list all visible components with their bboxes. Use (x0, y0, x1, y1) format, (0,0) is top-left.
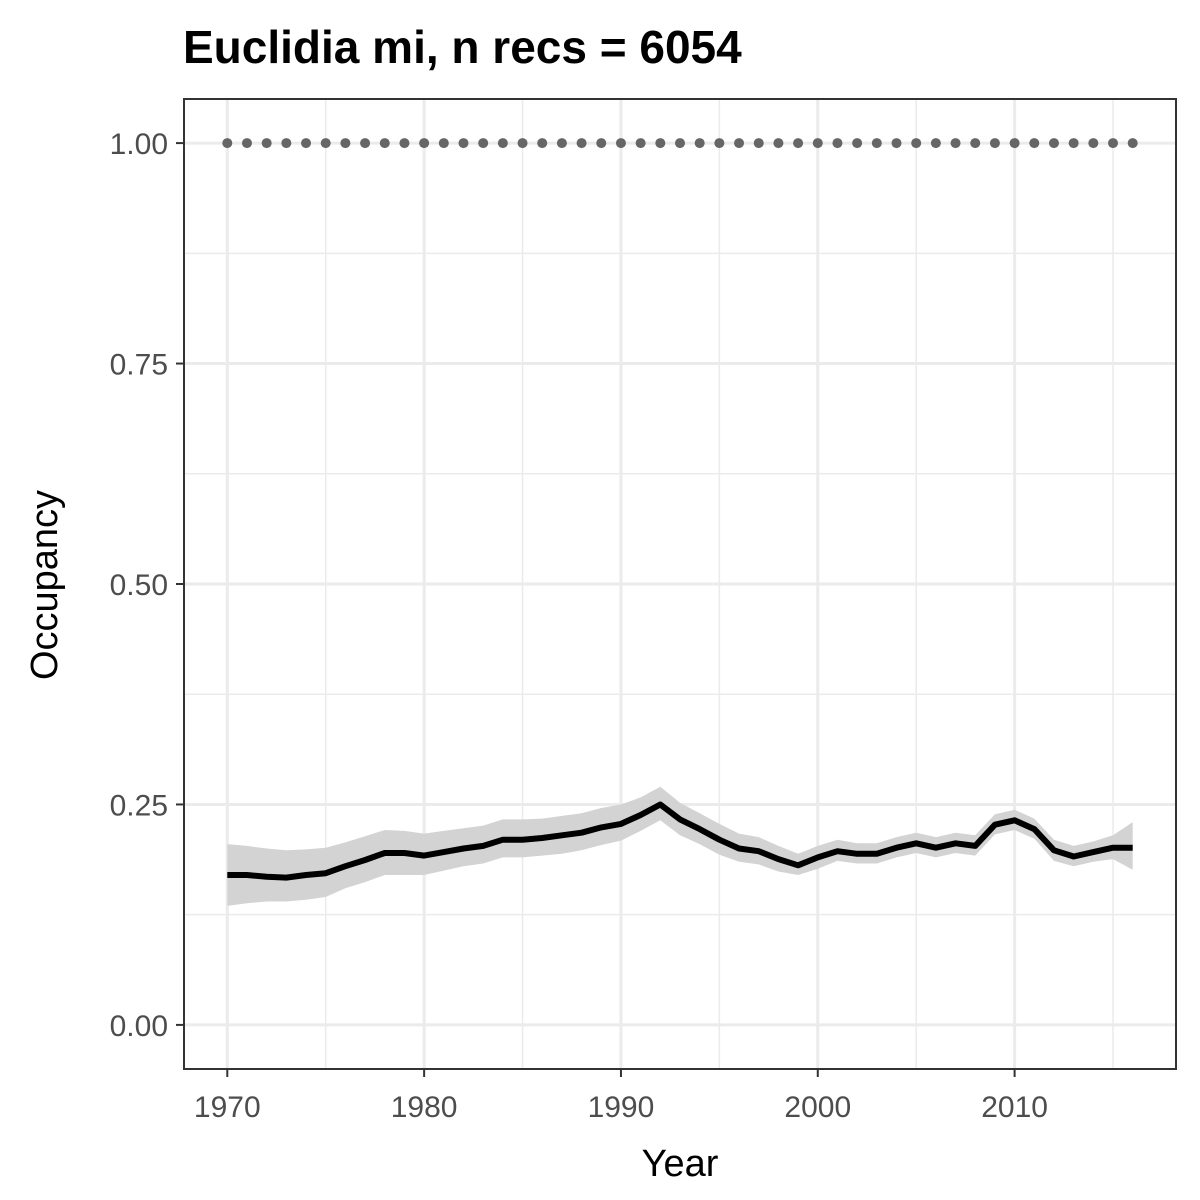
reference-point (399, 138, 410, 149)
reference-point (734, 138, 745, 149)
reference-point (655, 138, 666, 149)
reference-point (497, 138, 508, 149)
reference-point (379, 138, 390, 149)
reference-point (930, 138, 941, 149)
y-tick-label: 0.00 (110, 1010, 168, 1043)
reference-point (615, 138, 626, 149)
x-tick-label: 1980 (391, 1091, 458, 1124)
reference-point (891, 138, 902, 149)
reference-point (537, 138, 548, 149)
reference-points (222, 138, 1138, 149)
x-tick-label: 2010 (981, 1091, 1048, 1124)
reference-point (1009, 138, 1020, 149)
reference-point (911, 138, 922, 149)
plot-panel (183, 98, 1177, 1070)
y-axis-title: Occupancy (24, 490, 66, 680)
reference-point (989, 138, 1000, 149)
reference-point (1029, 138, 1040, 149)
y-tick-label: 0.75 (110, 349, 168, 382)
reference-point (852, 138, 863, 149)
reference-point (832, 138, 843, 149)
reference-point (360, 138, 371, 149)
y-tick-label: 0.50 (110, 569, 168, 602)
reference-point (635, 138, 646, 149)
x-tick-label: 1970 (194, 1091, 261, 1124)
reference-point (970, 138, 981, 149)
occupancy-mean-line (227, 801, 1133, 881)
y-axis: 0.00 0.25 0.50 0.75 1.00 (110, 128, 184, 1043)
reference-point (1048, 138, 1059, 149)
reference-point (596, 138, 607, 149)
reference-point (419, 138, 430, 149)
reference-point (812, 138, 823, 149)
reference-point (222, 138, 233, 149)
y-tick-label: 1.00 (110, 128, 168, 161)
x-tick-label: 2000 (784, 1091, 851, 1124)
x-tick-label: 1990 (588, 1091, 655, 1124)
reference-point (871, 138, 882, 149)
reference-point (1108, 138, 1119, 149)
reference-point (773, 138, 784, 149)
reference-point (281, 138, 292, 149)
reference-point (675, 138, 685, 149)
reference-point (714, 138, 725, 149)
reference-point (320, 138, 331, 149)
reference-point (793, 138, 804, 149)
reference-point (438, 138, 449, 149)
reference-point (517, 138, 528, 149)
reference-point (950, 138, 961, 149)
reference-point (1127, 138, 1138, 149)
reference-point (556, 138, 567, 149)
reference-point (1088, 138, 1099, 149)
reference-point (261, 138, 272, 149)
x-axis: 1970 1980 1990 2000 2010 (194, 1069, 1048, 1124)
reference-point (576, 138, 587, 149)
y-tick-label: 0.25 (110, 789, 168, 822)
reference-point (458, 138, 469, 149)
chart-title: Euclidia mi, n recs = 6054 (183, 21, 742, 73)
reference-point (753, 138, 764, 149)
reference-point (301, 138, 312, 149)
reference-point (478, 138, 489, 149)
x-axis-title: Year (642, 1143, 719, 1185)
reference-point (241, 138, 252, 149)
reference-point (340, 138, 351, 149)
reference-point (1068, 138, 1079, 149)
reference-point (694, 138, 705, 149)
